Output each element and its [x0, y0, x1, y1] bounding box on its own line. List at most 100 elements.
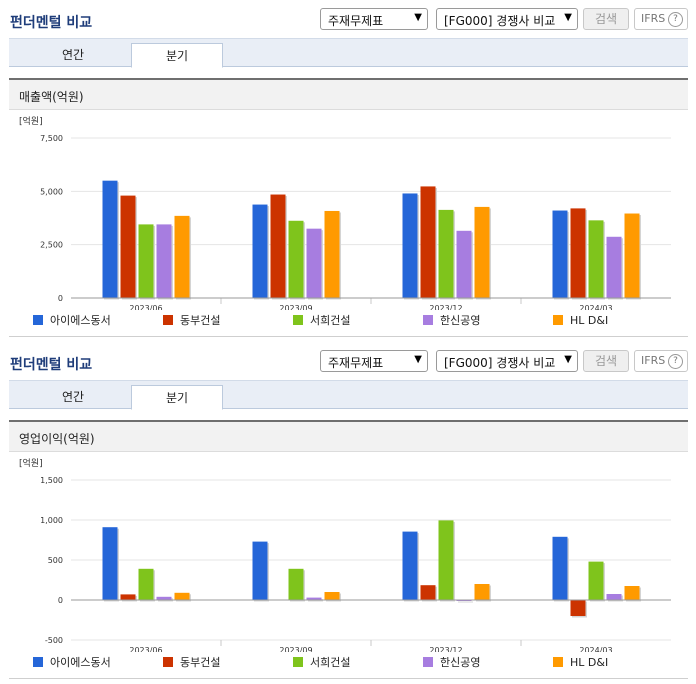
- bar[interactable]: [102, 180, 118, 298]
- legend-label: 동부건설: [180, 314, 221, 327]
- statement-select-value: 주재무제표: [328, 356, 384, 370]
- ifrs-button[interactable]: IFRS ?: [634, 350, 688, 372]
- tab-annual[interactable]: 연간: [61, 390, 85, 404]
- chart-legend: 아이에스동서 동부건설 서희건설 한신공영 HL D&I: [33, 314, 673, 330]
- bar[interactable]: [174, 215, 190, 298]
- bar[interactable]: [306, 597, 322, 600]
- help-icon[interactable]: ?: [668, 354, 683, 369]
- tab-quarter[interactable]: 분기: [131, 43, 223, 68]
- legend-swatch: [33, 657, 43, 667]
- legend-label: 아이에스동서: [50, 314, 111, 327]
- chevron-down-icon: ▼: [564, 12, 572, 23]
- bar[interactable]: [156, 224, 172, 298]
- bar[interactable]: [138, 224, 154, 298]
- y-tick-label: 500: [48, 556, 63, 565]
- statement-select[interactable]: 주재무제표 ▼: [320, 8, 428, 30]
- bar[interactable]: [552, 536, 568, 600]
- y-tick-label: 0: [58, 596, 63, 605]
- legend-swatch: [293, 657, 303, 667]
- ifrs-label: IFRS: [641, 12, 666, 25]
- fundamental-panel-revenue: 펀더멘털 비교 주재무제표 ▼ [FG000] 경쟁사 비교 ▼ 검색 IFRS…: [9, 8, 688, 337]
- y-unit-label: [억원]: [19, 115, 43, 127]
- statement-select[interactable]: 주재무제표 ▼: [320, 350, 428, 372]
- compare-select[interactable]: [FG000] 경쟁사 비교 ▼: [436, 8, 578, 30]
- legend-item[interactable]: 동부건설: [163, 314, 220, 328]
- chart-title: 매출액(억원): [19, 90, 84, 104]
- bar[interactable]: [324, 210, 340, 298]
- revenue-bar-chart: [억원] 0 2,500 5,000 7,500 2023/06 2023/09 2023/1…: [19, 115, 671, 310]
- bar[interactable]: [138, 568, 154, 600]
- bar[interactable]: [624, 213, 640, 298]
- chart-legend: 아이에스동서 동부건설 서희건설 한신공영 HL D&I: [33, 656, 673, 672]
- bar[interactable]: [288, 220, 304, 298]
- bar[interactable]: [270, 194, 286, 298]
- legend-swatch: [163, 315, 173, 325]
- bar[interactable]: [474, 206, 490, 298]
- fundamental-panel-operating-profit: 펀더멘털 비교 주재무제표 ▼ [FG000] 경쟁사 비교 ▼ 검색 IFRS…: [0, 342, 696, 684]
- bar[interactable]: [570, 600, 586, 616]
- x-tick-label: 2023/06: [129, 646, 162, 652]
- legend-item[interactable]: 한신공영: [423, 656, 480, 670]
- bar[interactable]: [174, 592, 190, 600]
- legend-item[interactable]: 한신공영: [423, 314, 480, 328]
- bar[interactable]: [306, 228, 322, 298]
- y-tick-label: -500: [45, 636, 63, 645]
- bar[interactable]: [402, 531, 418, 600]
- search-button[interactable]: 검색: [583, 350, 629, 372]
- legend-swatch: [553, 315, 563, 325]
- y-tick-label: 1,000: [40, 516, 63, 525]
- ifrs-button[interactable]: IFRS ?: [634, 8, 688, 30]
- bar[interactable]: [438, 209, 454, 298]
- legend-item[interactable]: 아이에스동서: [33, 314, 111, 328]
- bar[interactable]: [156, 596, 172, 600]
- help-icon[interactable]: ?: [668, 12, 683, 27]
- legend-swatch: [423, 657, 433, 667]
- bar[interactable]: [570, 208, 586, 298]
- chart-header: 영업이익(억원): [9, 422, 688, 452]
- bar[interactable]: [606, 594, 622, 600]
- legend-item[interactable]: 아이에스동서: [33, 656, 111, 670]
- legend-item[interactable]: 서희건설: [293, 314, 350, 328]
- bar[interactable]: [420, 186, 436, 298]
- bar[interactable]: [420, 585, 436, 600]
- legend-item[interactable]: 서희건설: [293, 656, 350, 670]
- legend-item[interactable]: HL D&I: [553, 656, 608, 670]
- period-tabs: 연간 분기: [9, 380, 688, 410]
- compare-select[interactable]: [FG000] 경쟁사 비교 ▼: [436, 350, 578, 372]
- bar[interactable]: [552, 210, 568, 298]
- bar-shadow: [458, 601, 473, 603]
- legend-swatch: [293, 315, 303, 325]
- y-tick-label: 1,500: [40, 476, 63, 485]
- bar[interactable]: [588, 561, 604, 600]
- bar[interactable]: [120, 195, 136, 298]
- bar[interactable]: [324, 592, 340, 600]
- panel-title: 펀더멘털 비교: [10, 357, 93, 373]
- bar[interactable]: [588, 220, 604, 298]
- bar[interactable]: [438, 520, 454, 600]
- legend-item[interactable]: HL D&I: [553, 314, 608, 328]
- bar[interactable]: [120, 594, 136, 600]
- panel-title: 펀더멘털 비교: [10, 15, 93, 31]
- x-tick-label: 2023/12: [429, 646, 462, 652]
- legend-swatch: [163, 657, 173, 667]
- legend-label: HL D&I: [570, 656, 609, 669]
- bar[interactable]: [252, 541, 268, 600]
- legend-item[interactable]: 동부건설: [163, 656, 220, 670]
- search-button[interactable]: 검색: [583, 8, 629, 30]
- legend-label: 서희건설: [310, 314, 351, 327]
- bar[interactable]: [474, 584, 490, 600]
- bar[interactable]: [288, 568, 304, 600]
- bar[interactable]: [606, 236, 622, 298]
- bar[interactable]: [456, 230, 472, 298]
- x-tick-label: 2023/09: [279, 304, 312, 310]
- y-unit-label: [억원]: [19, 457, 43, 469]
- tab-quarter[interactable]: 분기: [131, 385, 223, 410]
- x-tick-label: 2023/06: [129, 304, 162, 310]
- x-tick-label: 2023/09: [279, 646, 312, 652]
- bar[interactable]: [402, 193, 418, 298]
- bar[interactable]: [624, 586, 640, 600]
- tab-annual[interactable]: 연간: [61, 48, 85, 62]
- operating-profit-bar-chart: [억원] -500 0 500 1,000 1,500 2023/06 2023/09 2023…: [19, 457, 671, 652]
- bar[interactable]: [102, 527, 118, 600]
- bar[interactable]: [252, 204, 268, 298]
